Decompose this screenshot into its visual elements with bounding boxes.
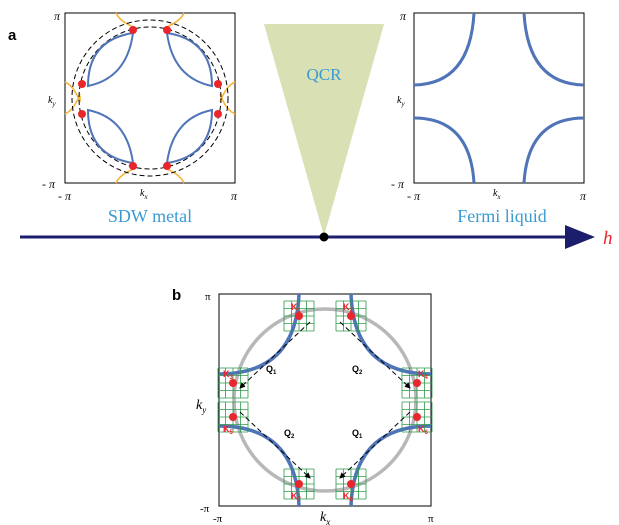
fl-tick-neg-pi-left: - π [391, 177, 405, 191]
hotspot-labels: K1 K2 K3 K4 K5 K6 K7 K8 [223, 302, 429, 503]
sdw-orange-arc-top [115, 12, 185, 29]
q-label: Q2 [284, 428, 295, 440]
fl-tick-pi-right: π [580, 189, 587, 203]
b-fermi-arc-bottom-left [218, 424, 301, 507]
fl-plot: π - π - π π ky kx [391, 9, 587, 203]
sdw-hot-spot [78, 80, 86, 88]
sdw-tick-pi-right: π [231, 189, 238, 203]
panel-a-label: a [8, 27, 17, 44]
hotspot-patch-grid [401, 367, 433, 399]
b-fermi-arc-top-left [218, 293, 301, 376]
hotspot-patch-grid [401, 401, 433, 433]
hotspot-patch-grid [217, 367, 249, 399]
q-vector-line [339, 321, 411, 389]
hotspot-label: K5 [223, 424, 234, 436]
b-hot-spot [295, 480, 303, 488]
sdw-hot-spot [129, 26, 137, 34]
b-hot-spot [347, 312, 355, 320]
hotspot-label: K8 [343, 491, 354, 503]
qcr-label: QCR [307, 65, 343, 84]
b-hot-spots [229, 312, 421, 488]
b-hot-spot [413, 379, 421, 387]
b-tick-pi-right: π [428, 513, 434, 525]
fl-fermi-arc-top-right [522, 12, 585, 87]
sdw-hot-spot [129, 162, 137, 170]
hotspot-plot-frame [218, 293, 432, 507]
b-hot-spot [295, 312, 303, 320]
q-vector-line [239, 411, 311, 479]
b-axis-ky: ky [196, 398, 206, 415]
b-hot-spot [229, 413, 237, 421]
b-fermi-arc-top-right [349, 293, 432, 376]
hotspot-patch-grid [217, 401, 249, 433]
b-hot-spot [413, 413, 421, 421]
fl-caption: Fermi liquid [457, 206, 547, 226]
fl-tick-neg-pi-bottom: - π [407, 189, 421, 203]
sdw-pocket-top-left [86, 31, 135, 88]
fl-tick-pi-top: π [400, 9, 407, 23]
critical-point [319, 232, 329, 242]
b-tick-pi-top: π [205, 291, 211, 303]
sdw-tick-neg-pi-bottom: - π [58, 189, 72, 203]
sdw-pocket-top-right [165, 31, 214, 88]
q-label: Q2 [352, 364, 363, 376]
sdw-plot: π - π - π π ky kx [42, 9, 238, 203]
h-axis-label: h [603, 228, 613, 249]
q-vector-line [239, 321, 311, 389]
hotspot-grids [217, 300, 433, 500]
q-label: Q1 [266, 364, 277, 376]
q-label: Q1 [352, 428, 363, 440]
b-tick-neg-pi-left: -π [200, 503, 210, 515]
hotspot-label: K2 [343, 302, 354, 314]
sdw-caption: SDW metal [108, 206, 192, 226]
b-fermi-arc-bottom-right [349, 424, 432, 507]
sdw-pocket-bottom-left [86, 108, 135, 165]
panel-b-label: b [172, 287, 181, 304]
fl-axis-ky: ky [397, 95, 405, 108]
fl-fermi-arc-bottom-left [413, 116, 476, 184]
fl-fermi-arc-bottom-right [522, 116, 585, 184]
sdw-hot-spot [78, 110, 86, 118]
hotspot-plot: K1 K2 K3 K4 K5 K6 K7 K8 Q1 Q2 Q1 Q2 π -π… [196, 291, 434, 525]
q-vector-line [339, 411, 411, 479]
b-hot-spot [229, 379, 237, 387]
gray-fermi-circle [232, 307, 418, 493]
q-vector-diamond [239, 321, 411, 479]
sdw-hot-spot [214, 80, 222, 88]
fl-fermi-arc-top-left [413, 12, 476, 87]
sdw-dashed-inner [78, 26, 222, 170]
hotspot-label: K1 [291, 302, 302, 314]
sdw-plot-frame [64, 12, 236, 184]
qcr-cone [264, 24, 384, 236]
hotspot-label: K7 [291, 491, 302, 503]
sdw-hot-spot [163, 162, 171, 170]
b-hot-spot [347, 480, 355, 488]
sdw-hot-spot [163, 26, 171, 34]
fl-axis-kx: kx [493, 188, 501, 201]
q-labels: Q1 Q2 Q1 Q2 [266, 364, 363, 440]
fl-plot-frame [413, 12, 585, 184]
b-axis-kx: kx [320, 510, 330, 525]
hotspot-label: K4 [418, 369, 429, 381]
sdw-tick-neg-pi-left: - π [42, 177, 56, 191]
sdw-hot-spot [214, 110, 222, 118]
sdw-axis-ky: ky [48, 95, 56, 108]
hotspot-label: K6 [418, 424, 429, 436]
sdw-axis-kx: kx [140, 188, 148, 201]
sdw-hot-spots [78, 26, 222, 170]
hotspot-label: K3 [223, 369, 234, 381]
b-tick-neg-pi-bottom: -π [213, 513, 223, 525]
sdw-tick-pi-top: π [54, 9, 61, 23]
sdw-pocket-bottom-right [165, 108, 214, 165]
sdw-dashed-outer [71, 19, 229, 177]
